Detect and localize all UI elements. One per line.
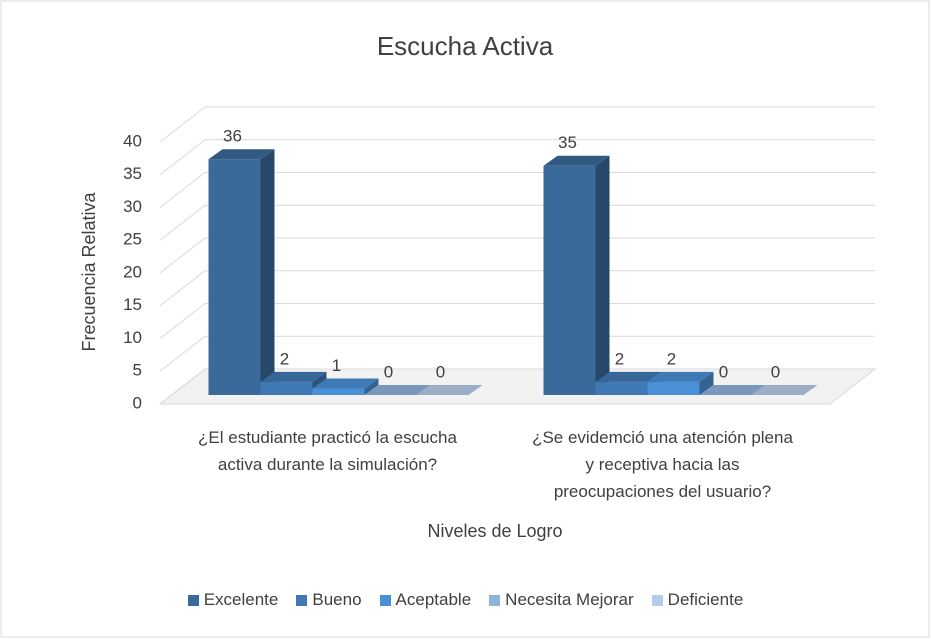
data-label: 2 <box>280 349 289 368</box>
grid-line <box>159 368 206 405</box>
bar-front <box>312 388 365 395</box>
data-label: 36 <box>223 127 242 146</box>
bar-front <box>595 381 648 395</box>
legend-label: Necesita Mejorar <box>505 590 634 609</box>
y-tick-label: 20 <box>123 262 142 281</box>
y-tick-label: 15 <box>123 295 142 314</box>
bar <box>364 385 431 395</box>
grid-line <box>159 106 206 143</box>
bar-top <box>647 371 714 382</box>
bar-side <box>364 378 379 395</box>
legend-swatch <box>489 594 501 606</box>
legend-swatch <box>651 594 663 606</box>
legend-item: Necesita Mejorar <box>489 590 634 610</box>
legend-swatch <box>296 594 308 606</box>
chart-title: Escucha Activa <box>377 31 554 61</box>
legend: Excelente Bueno Aceptable Necesita Mejorar D… <box>0 590 931 610</box>
x-tick-label: ¿El estudiante practicó la escucha activ… <box>198 428 457 474</box>
bar-top <box>364 385 431 395</box>
grid-line <box>159 172 206 208</box>
legend-label: Excelente <box>203 590 279 609</box>
bar-front <box>260 381 313 395</box>
bar-top <box>751 385 818 395</box>
legend-label: Aceptable <box>395 590 472 609</box>
y-tick-label: 25 <box>123 230 142 249</box>
data-label: 0 <box>771 362 780 381</box>
grid-line <box>159 335 206 372</box>
grid-line <box>159 139 206 176</box>
y-tick-label: 0 <box>133 393 142 412</box>
bar <box>647 371 714 395</box>
data-label: 35 <box>558 133 577 152</box>
bar-top <box>312 378 379 389</box>
grid-line <box>159 303 206 339</box>
bar-side <box>595 155 610 395</box>
bar <box>543 155 610 395</box>
y-tick-label: 5 <box>133 361 142 380</box>
bar <box>208 149 275 395</box>
bar-side <box>699 371 714 395</box>
legend-item: Excelente <box>187 590 279 610</box>
y-tick-label: 30 <box>123 197 142 216</box>
bar-side <box>260 149 275 395</box>
data-label: 2 <box>667 349 676 368</box>
bar-top <box>699 385 766 395</box>
data-label: 2 <box>615 349 624 368</box>
bar <box>416 385 483 395</box>
legend-item: Bueno <box>296 590 362 610</box>
y-tick-label: 35 <box>123 164 142 183</box>
data-label: 1 <box>332 356 341 375</box>
bar-top <box>416 385 483 395</box>
bar-top <box>260 371 327 382</box>
legend-label: Deficiente <box>667 590 744 609</box>
bar-top <box>595 371 662 382</box>
grid-line <box>159 270 206 307</box>
bar <box>699 385 766 395</box>
data-label: 0 <box>436 362 445 381</box>
legend-swatch <box>379 594 391 606</box>
data-label: 0 <box>384 362 393 381</box>
bar-top <box>208 149 275 160</box>
legend-item: Deficiente <box>651 590 744 610</box>
x-axis-title: Niveles de Logro <box>427 521 562 541</box>
y-tick-label: 10 <box>123 328 142 347</box>
bar <box>312 378 379 395</box>
bar-front <box>647 381 700 395</box>
y-axis-title: Frecuencia Relativa <box>79 191 99 351</box>
y-tick-label: 40 <box>123 131 142 150</box>
bar-top <box>543 155 610 166</box>
bar <box>751 385 818 395</box>
data-label: 0 <box>719 362 728 381</box>
grid-line <box>159 237 206 274</box>
bar-front <box>543 165 596 395</box>
legend-item: Aceptable <box>379 590 472 610</box>
grid-line <box>159 204 206 241</box>
legend-swatch <box>187 594 199 606</box>
legend-label: Bueno <box>312 590 362 609</box>
x-tick-label: ¿Se evidemció una atención plena y recep… <box>532 428 793 501</box>
bar-front <box>208 159 261 395</box>
